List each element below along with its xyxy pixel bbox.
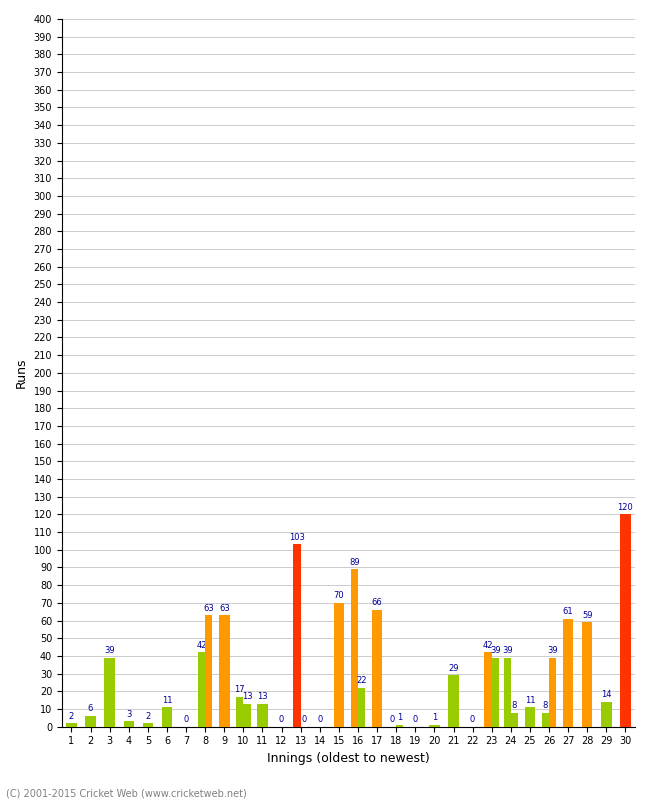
- Text: 8: 8: [512, 701, 517, 710]
- Text: 2: 2: [145, 711, 151, 721]
- Text: 0: 0: [279, 715, 284, 724]
- Bar: [563, 618, 573, 726]
- Text: 0: 0: [390, 715, 395, 724]
- Text: 61: 61: [563, 607, 573, 616]
- Text: 59: 59: [582, 610, 593, 620]
- Bar: [542, 713, 549, 726]
- X-axis label: Innings (oldest to newest): Innings (oldest to newest): [267, 752, 430, 765]
- Bar: [549, 658, 556, 726]
- Bar: [243, 704, 251, 726]
- Text: 13: 13: [257, 692, 268, 701]
- Bar: [396, 725, 404, 726]
- Text: 17: 17: [235, 685, 245, 694]
- Text: 0: 0: [183, 715, 188, 724]
- Bar: [601, 702, 612, 726]
- Text: 29: 29: [448, 664, 459, 673]
- Text: 63: 63: [219, 604, 229, 613]
- Bar: [162, 707, 172, 726]
- Bar: [492, 658, 499, 726]
- Bar: [582, 622, 593, 726]
- Text: 89: 89: [349, 558, 359, 566]
- Text: 0: 0: [302, 715, 307, 724]
- Text: 0: 0: [470, 715, 475, 724]
- Bar: [293, 545, 301, 726]
- Y-axis label: Runs: Runs: [15, 358, 28, 388]
- Text: 22: 22: [356, 676, 367, 685]
- Bar: [142, 723, 153, 726]
- Text: 0: 0: [413, 715, 418, 724]
- Bar: [484, 653, 492, 726]
- Text: 2: 2: [69, 711, 74, 721]
- Bar: [448, 675, 459, 726]
- Text: 70: 70: [333, 591, 344, 600]
- Bar: [333, 603, 344, 726]
- Text: 1: 1: [432, 714, 437, 722]
- Text: 66: 66: [372, 598, 382, 607]
- Text: 39: 39: [105, 646, 115, 655]
- Bar: [124, 722, 134, 726]
- Text: 6: 6: [88, 705, 93, 714]
- Text: 11: 11: [162, 696, 172, 705]
- Text: 14: 14: [601, 690, 612, 699]
- Text: 42: 42: [196, 641, 207, 650]
- Text: 13: 13: [242, 692, 252, 701]
- Bar: [66, 723, 77, 726]
- Text: 0: 0: [317, 715, 322, 724]
- Text: 42: 42: [483, 641, 493, 650]
- Bar: [257, 704, 268, 726]
- Bar: [620, 514, 630, 726]
- Bar: [198, 653, 205, 726]
- Bar: [105, 658, 115, 726]
- Bar: [236, 697, 243, 726]
- Bar: [358, 688, 365, 726]
- Bar: [205, 615, 213, 726]
- Bar: [85, 716, 96, 726]
- Text: 39: 39: [547, 646, 558, 655]
- Bar: [429, 725, 439, 726]
- Text: 103: 103: [289, 533, 305, 542]
- Bar: [372, 610, 382, 726]
- Text: 11: 11: [525, 696, 535, 705]
- Bar: [219, 615, 229, 726]
- Text: 63: 63: [203, 604, 214, 613]
- Bar: [351, 570, 358, 726]
- Text: 120: 120: [618, 502, 633, 512]
- Text: 8: 8: [543, 701, 548, 710]
- Text: 39: 39: [502, 646, 512, 655]
- Bar: [511, 713, 518, 726]
- Text: (C) 2001-2015 Cricket Web (www.cricketweb.net): (C) 2001-2015 Cricket Web (www.cricketwe…: [6, 788, 247, 798]
- Bar: [504, 658, 511, 726]
- Text: 1: 1: [397, 714, 402, 722]
- Bar: [525, 707, 535, 726]
- Text: 3: 3: [126, 710, 131, 718]
- Text: 39: 39: [490, 646, 501, 655]
